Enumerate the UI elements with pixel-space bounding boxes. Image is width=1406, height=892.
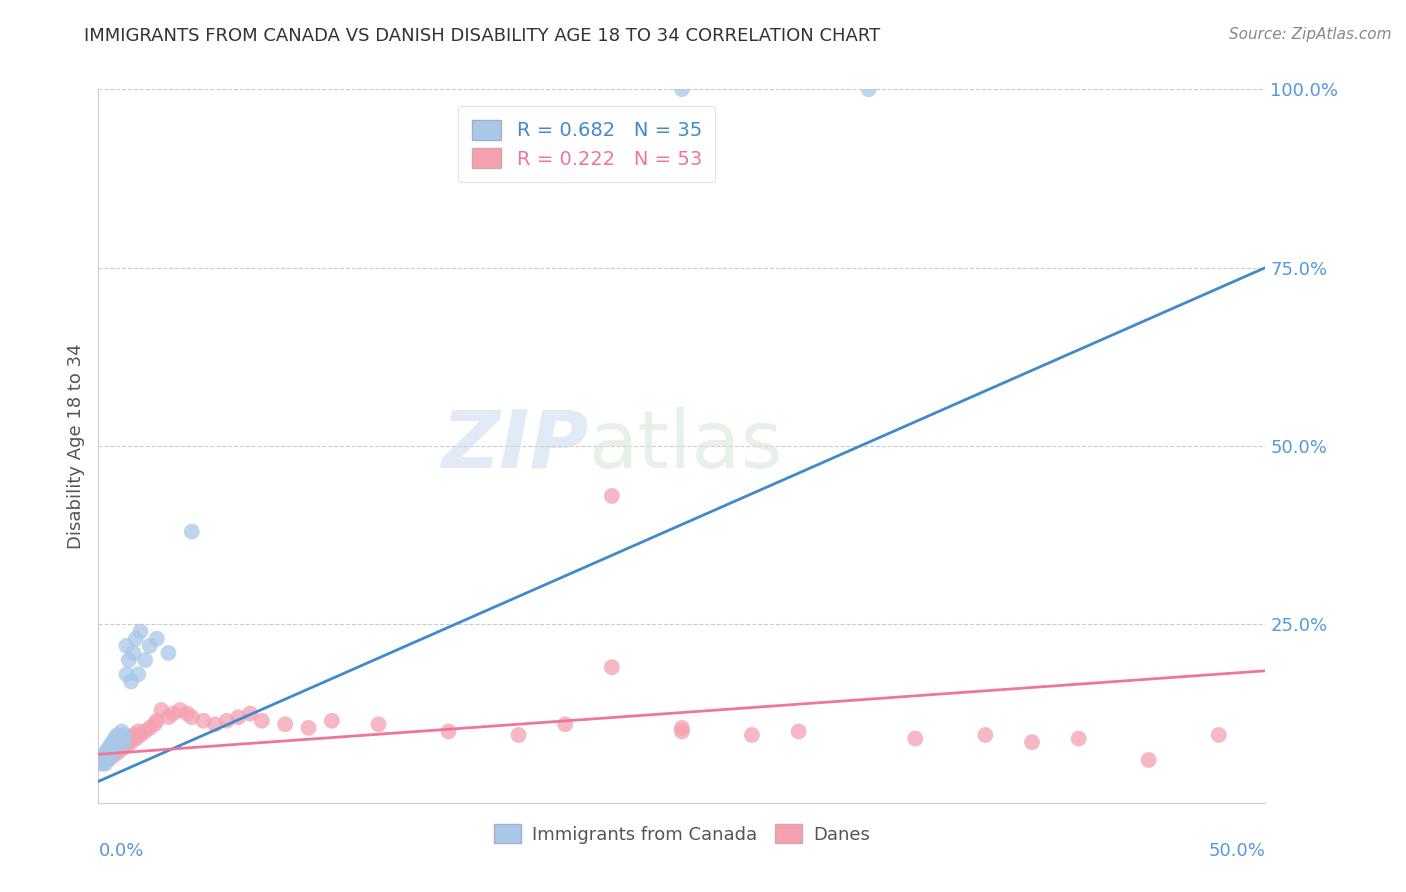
Point: [90, 753, 112, 767]
Point: [101, 746, 124, 760]
Point: [122, 728, 145, 742]
Point: [94, 749, 117, 764]
Point: [139, 721, 162, 735]
Point: [157, 646, 180, 660]
Point: [671, 721, 693, 735]
Point: [118, 653, 141, 667]
Text: 50.0%: 50.0%: [1209, 842, 1265, 860]
Point: [111, 731, 134, 746]
Point: [297, 721, 319, 735]
Point: [101, 749, 124, 764]
Point: [146, 714, 169, 728]
Point: [239, 706, 262, 721]
Point: [274, 717, 297, 731]
Point: [105, 739, 128, 753]
Point: [157, 710, 180, 724]
Point: [111, 724, 134, 739]
Point: [787, 724, 810, 739]
Point: [118, 731, 141, 746]
Point: [104, 742, 127, 756]
Point: [974, 728, 997, 742]
Point: [105, 746, 128, 760]
Point: [143, 717, 166, 731]
Point: [193, 714, 215, 728]
Point: [129, 624, 152, 639]
Point: [98, 749, 121, 764]
Point: [134, 653, 156, 667]
Point: [146, 632, 169, 646]
Point: [108, 735, 131, 749]
Point: [508, 728, 530, 742]
Point: [600, 660, 623, 674]
Point: [125, 731, 148, 746]
Text: IMMIGRANTS FROM CANADA VS DANISH DISABILITY AGE 18 TO 34 CORRELATION CHART: IMMIGRANTS FROM CANADA VS DANISH DISABIL…: [84, 27, 880, 45]
Point: [215, 714, 238, 728]
Point: [437, 724, 460, 739]
Point: [105, 728, 128, 742]
Point: [250, 714, 273, 728]
Point: [104, 742, 127, 756]
Point: [180, 524, 202, 539]
Point: [1021, 735, 1043, 749]
Point: [112, 728, 135, 742]
Legend: Immigrants from Canada, Danes: Immigrants from Canada, Danes: [486, 817, 877, 851]
Point: [98, 739, 121, 753]
Point: [112, 735, 135, 749]
Point: [204, 717, 226, 731]
Point: [115, 639, 138, 653]
Point: [554, 717, 576, 731]
Point: [97, 742, 120, 756]
Y-axis label: Disability Age 18 to 34: Disability Age 18 to 34: [66, 343, 84, 549]
Point: [150, 703, 173, 717]
Point: [1208, 728, 1230, 742]
Point: [321, 714, 343, 728]
Text: 0.0%: 0.0%: [98, 842, 143, 860]
Text: Source: ZipAtlas.com: Source: ZipAtlas.com: [1229, 27, 1392, 42]
Point: [108, 739, 131, 753]
Point: [134, 724, 156, 739]
Point: [97, 753, 120, 767]
Point: [98, 746, 121, 760]
Point: [115, 667, 138, 681]
Point: [671, 82, 693, 96]
Point: [1137, 753, 1160, 767]
Point: [101, 735, 124, 749]
Point: [111, 742, 134, 756]
Point: [162, 706, 184, 721]
Text: ZIP: ZIP: [441, 407, 589, 485]
Point: [858, 82, 880, 96]
Point: [94, 746, 117, 760]
Point: [129, 728, 152, 742]
Point: [176, 706, 198, 721]
Point: [169, 703, 191, 717]
Point: [139, 639, 162, 653]
Point: [600, 489, 623, 503]
Point: [91, 756, 114, 771]
Point: [94, 756, 117, 771]
Point: [741, 728, 763, 742]
Point: [127, 667, 149, 681]
Point: [127, 724, 149, 739]
Point: [90, 756, 112, 771]
Point: [115, 739, 138, 753]
Point: [120, 674, 142, 689]
Point: [91, 749, 114, 764]
Point: [97, 753, 120, 767]
Point: [91, 753, 114, 767]
Point: [125, 632, 148, 646]
Point: [671, 724, 693, 739]
Text: atlas: atlas: [589, 407, 783, 485]
Point: [228, 710, 250, 724]
Point: [112, 735, 135, 749]
Point: [120, 735, 142, 749]
Point: [1067, 731, 1090, 746]
Point: [104, 731, 127, 746]
Point: [122, 646, 145, 660]
Point: [367, 717, 389, 731]
Point: [180, 710, 202, 724]
Point: [904, 731, 927, 746]
